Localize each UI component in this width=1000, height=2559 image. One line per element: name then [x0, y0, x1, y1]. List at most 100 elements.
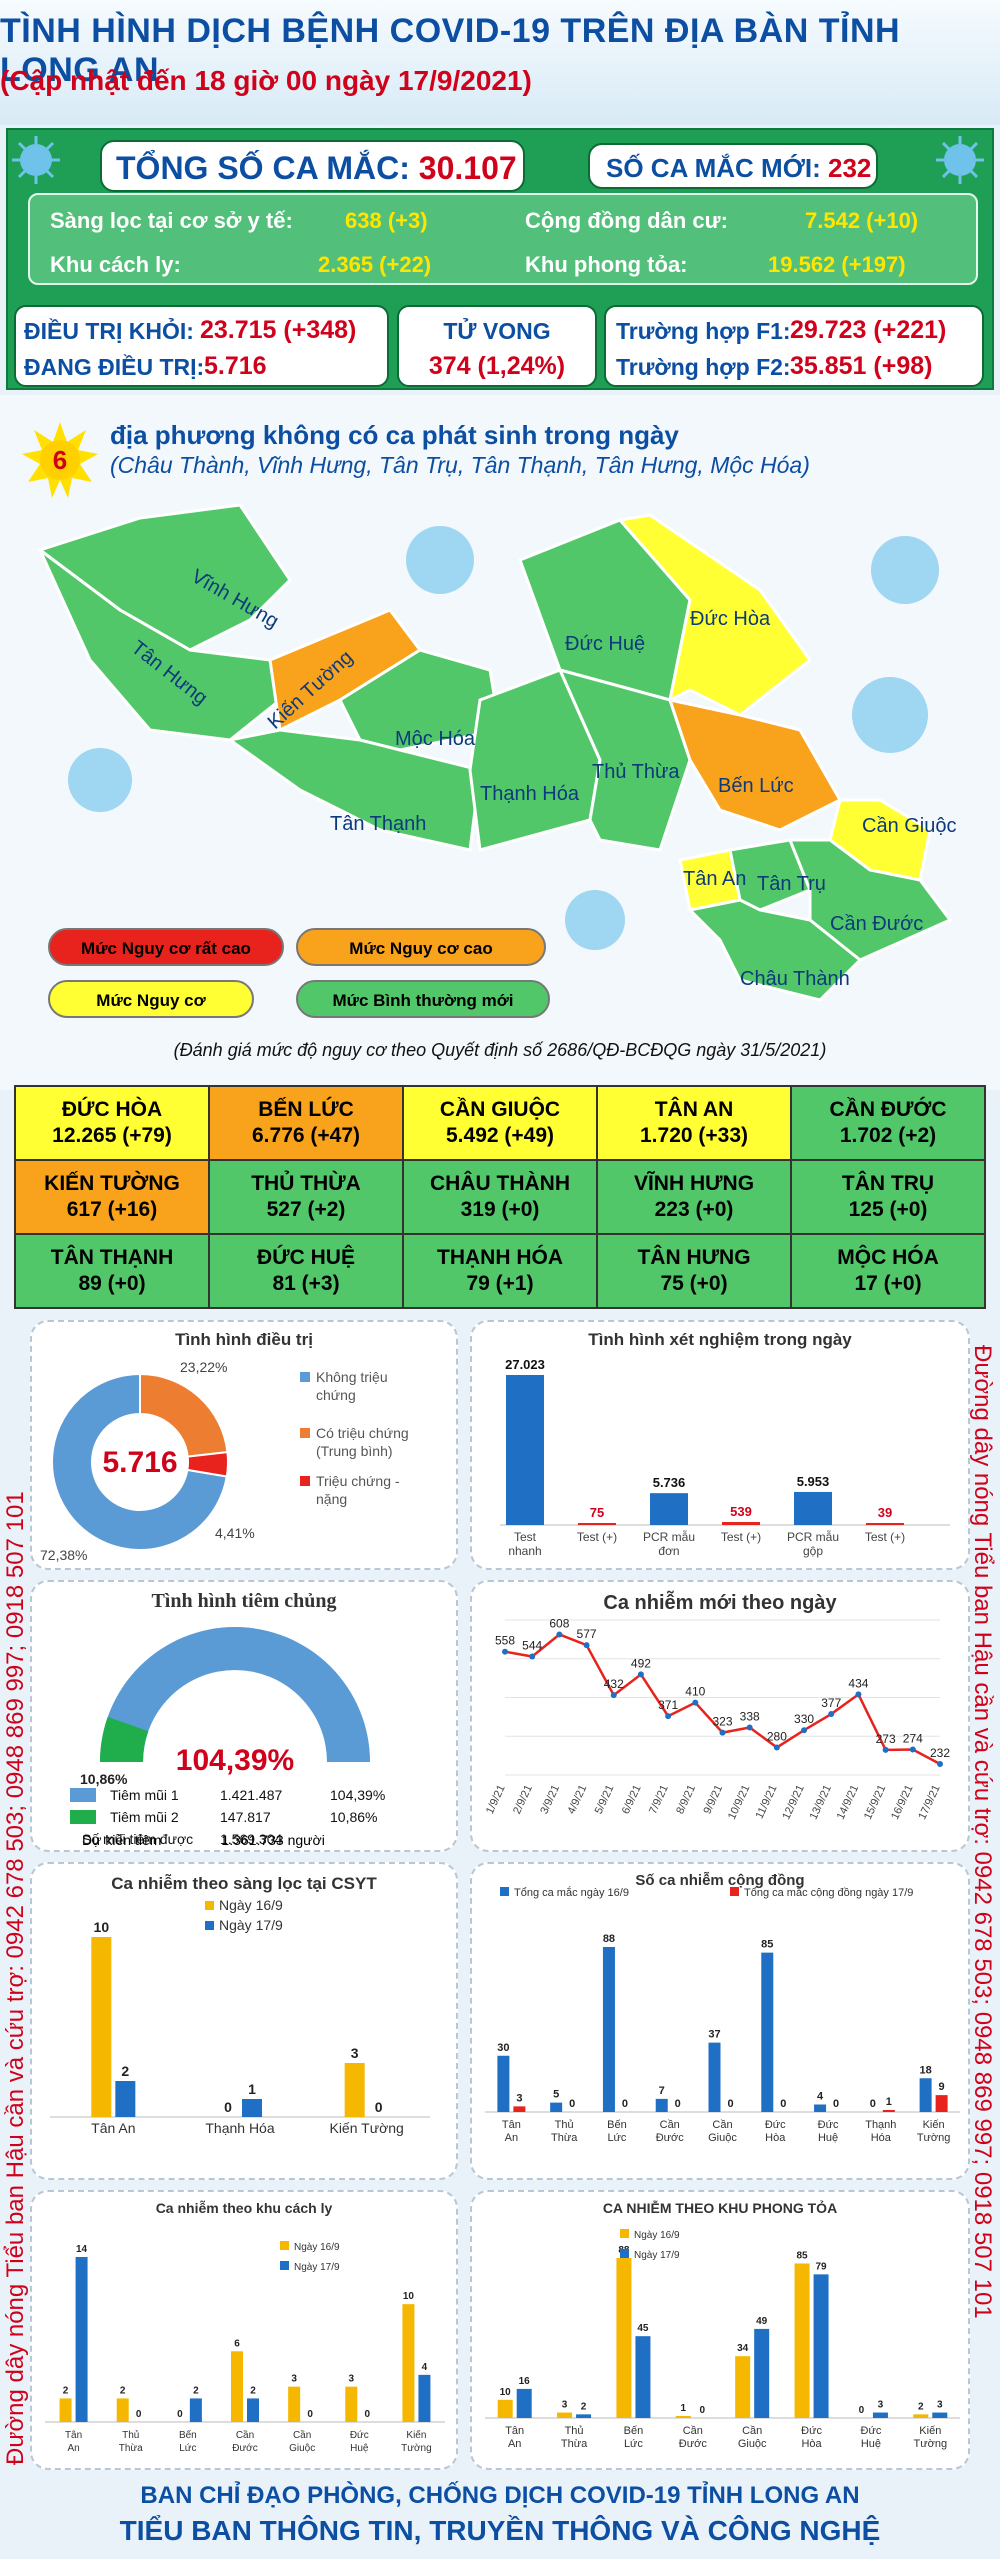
tick-line: Cần [660, 2119, 680, 2131]
data-label: 0 [870, 2098, 876, 2110]
tick-line: Thạnh Hóa [205, 2120, 274, 2136]
bar [247, 2398, 259, 2422]
tick-line: Thạnh [865, 2119, 896, 2131]
pie-slice [186, 1451, 229, 1478]
bar [708, 2042, 721, 2112]
bar [872, 2412, 888, 2418]
data-label: 10 [94, 1919, 110, 1935]
legend-swatch [205, 1921, 214, 1930]
detail-label: Khu cách ly: [50, 252, 181, 277]
f2-value: 35.851 (+98) [790, 352, 933, 380]
map-label: Tân An [683, 868, 746, 890]
legend-swatch [205, 1901, 214, 1910]
detail-label: Sàng lọc tại cơ sở y tế: [50, 208, 293, 233]
tick-line: Test (+) [577, 1530, 617, 1544]
legend-entry: Ngày 17/9 [294, 2262, 340, 2273]
death-label: TỬ VONG [443, 318, 551, 344]
data-label: 2 [581, 2401, 587, 2412]
data-label: 0 [859, 2405, 865, 2416]
data-label: 2 [918, 2401, 924, 2412]
bar [557, 2412, 573, 2418]
data-label: 3 [516, 2092, 522, 2104]
bar [344, 2063, 365, 2117]
bar [115, 2081, 136, 2117]
data-label: 2 [193, 2385, 199, 2396]
tick-line: An [505, 2132, 518, 2144]
treating-value: 5.716 [204, 352, 267, 380]
tick-label: 4/9/21 [565, 1783, 589, 1816]
data-label: 492 [631, 1656, 651, 1670]
tests-panel [470, 1320, 970, 1570]
district-value: 89 (+0) [78, 1272, 146, 1295]
f2-label: Trường hợp F2: [616, 354, 791, 380]
district-cell: ĐỨC HÒA 12.265 (+79) [14, 1085, 210, 1161]
region-can-duoc [787, 838, 953, 962]
district-name: VĨNH HƯNG [633, 1172, 755, 1195]
region-tan-tru [728, 838, 812, 912]
district-name: TÂN HƯNG [637, 1246, 751, 1269]
vaccination-chart: 104,39%10,86%Tiêm mũi 1 1.421.487 104,39%T… [70, 1627, 385, 1847]
data-label: 0 [136, 2409, 142, 2420]
data-label: 30 [497, 2042, 509, 2054]
map-label: Đức Huệ [565, 633, 645, 655]
tick-label: PCR mẫu gộp [787, 1529, 839, 1558]
tick-label: 9/9/21 [701, 1783, 725, 1816]
district-name: MỘC HÓA [837, 1246, 939, 1269]
tick-line: Bến [607, 2119, 627, 2131]
data-label: 88 [603, 1933, 615, 1945]
data-label: 9 [939, 2081, 945, 2093]
recovered-label: ĐIỀU TRỊ KHỎI: [24, 318, 194, 344]
legend-line: (Trung bình) [316, 1443, 393, 1459]
tick-line: Đức [801, 2425, 822, 2437]
daily-chart: 558 1/9/21 544 2/9/21 608 3/9/21 577 4/9/21 432 5… [484, 1616, 950, 1821]
plan-row: Dự kiến tiêm 1.361.733 người [82, 1832, 325, 1848]
data-label: 1 [681, 2403, 687, 2414]
data-label: 14 [76, 2244, 88, 2255]
legend-very-high: Mức Nguy cơ rất cao [48, 928, 284, 966]
daily-panel [470, 1580, 970, 1852]
district-cell: ĐỨC HUỆ 81 (+3) [208, 1233, 404, 1309]
total-cases: TỔNG SỐ CA MẮC: 30.107 [100, 140, 525, 192]
quarantine-chart: 2 14 Tân An 2 0 Thủ Thừa 0 2 Bến Lức 6 2 Cần Đước 3 0 Cần G… [45, 2241, 445, 2454]
bar [578, 1523, 616, 1525]
data-label: 377 [821, 1696, 841, 1710]
data-point [801, 1727, 808, 1734]
tick-line: Bến [179, 2429, 197, 2441]
pie-value-label: 72,38% [40, 1547, 87, 1563]
legend-entry: Tiêm mũi 1 [110, 1787, 179, 1803]
data-point [719, 1729, 726, 1736]
district-value: 12.265 (+79) [52, 1124, 172, 1147]
tick-label: Đức Huệ [350, 2430, 369, 2454]
tick-label: Tân An [505, 2425, 524, 2450]
vaccination-panel [30, 1580, 458, 1852]
data-label: 0 [675, 2098, 681, 2110]
legend-entry: Ngày 17/9 [219, 1917, 283, 1933]
tick-label: Đức Huệ [861, 2425, 882, 2450]
tick-label: Cần Giuộc [738, 2425, 767, 2450]
chart-title: Tình hình điều trị [175, 1330, 313, 1349]
bar [675, 2416, 691, 2418]
footer-line1: BAN CHỈ ĐẠO PHÒNG, CHỐNG DỊCH COVID-19 T… [140, 2482, 860, 2509]
district-value: 5.492 (+49) [446, 1124, 554, 1147]
tick-label: 8/9/21 [674, 1783, 698, 1816]
district-value: 6.776 (+47) [252, 1124, 360, 1147]
data-label: 3 [291, 2374, 297, 2385]
data-label: 2 [250, 2385, 256, 2396]
data-label: 0 [365, 2409, 371, 2420]
tick-line: Đức [350, 2430, 369, 2441]
tick-line: Giuộc [289, 2443, 315, 2454]
bar [91, 1937, 112, 2117]
legend-swatch [300, 1476, 310, 1486]
tick-line: Huệ [861, 2438, 881, 2450]
data-label: 5.736 [653, 1475, 686, 1490]
plan-value: 1.361.733 người [221, 1832, 325, 1848]
tick-label: 2/9/21 [511, 1783, 535, 1816]
treatment-chart: 5.716 72,38% 23,22% 4,41% Không triệu chứng Có… [40, 1359, 409, 1563]
dose-value: 1.421.487 [220, 1787, 282, 1803]
bar [735, 2356, 751, 2418]
data-label: 45 [637, 2323, 649, 2334]
legend-line: Triệu chứng - [316, 1473, 400, 1489]
page-title: TÌNH HÌNH DỊCH BỆNH COVID-19 TRÊN ĐỊA BÀ… [0, 12, 901, 89]
tick-line: Cần [683, 2425, 703, 2437]
